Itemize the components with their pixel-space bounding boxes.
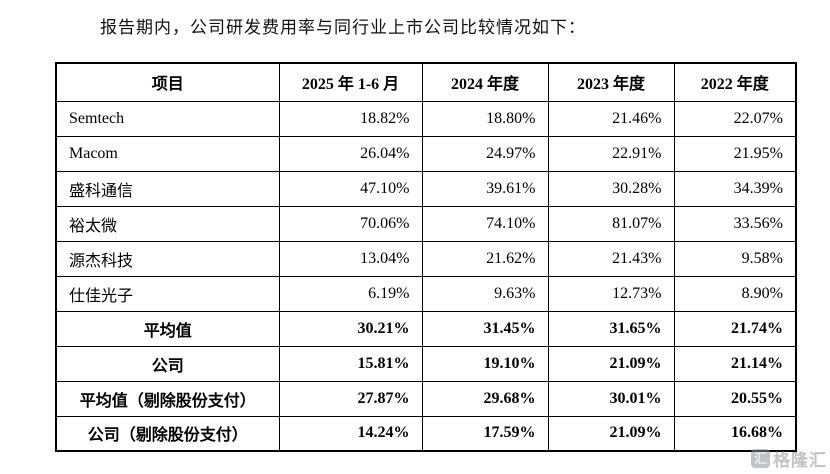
- column-header-0: 项目: [55, 62, 280, 102]
- row-value: 13.04%: [278, 240, 423, 277]
- row-value: 30.01%: [547, 380, 675, 417]
- row-value: 18.80%: [421, 100, 549, 137]
- table-row: Macom 26.04% 24.97% 22.91% 21.95%: [55, 135, 797, 172]
- row-value: 20.55%: [673, 380, 797, 417]
- row-value: 81.07%: [547, 205, 675, 242]
- row-value: 24.97%: [421, 135, 549, 172]
- row-value: 21.62%: [421, 240, 549, 277]
- table-row: 裕太微 70.06% 74.10% 81.07% 33.56%: [55, 205, 797, 242]
- row-value: 16.68%: [673, 415, 797, 452]
- row-value: 27.87%: [278, 380, 423, 417]
- column-header-1: 2025 年 1-6 月: [278, 62, 423, 102]
- table-header-row: 项目 2025 年 1-6 月 2024 年度 2023 年度 2022 年度: [55, 62, 797, 102]
- column-header-4: 2022 年度: [673, 62, 797, 102]
- row-value: 21.95%: [673, 135, 797, 172]
- row-label: 平均值（剔除股份支付）: [55, 380, 280, 417]
- intro-paragraph: 报告期内，公司研发费用率与同行业上市公司比较情况如下：: [100, 18, 586, 37]
- watermark-text: 格隆汇: [773, 451, 827, 470]
- row-value: 34.39%: [673, 170, 797, 207]
- row-value: 47.10%: [278, 170, 423, 207]
- row-value: 17.59%: [421, 415, 549, 452]
- row-label: Semtech: [55, 100, 280, 137]
- row-value: 29.68%: [421, 380, 549, 417]
- row-value: 12.73%: [547, 275, 675, 312]
- row-label: 公司（剔除股份支付）: [55, 415, 280, 452]
- rd-expense-comparison-table: 项目 2025 年 1-6 月 2024 年度 2023 年度 2022 年度 Semt…: [55, 62, 797, 452]
- table-row: 平均值 30.21% 31.45% 31.65% 21.74%: [55, 310, 797, 347]
- row-label: 平均值: [55, 310, 280, 347]
- row-value: 9.58%: [673, 240, 797, 277]
- row-value: 18.82%: [278, 100, 423, 137]
- row-value: 21.46%: [547, 100, 675, 137]
- row-value: 74.10%: [421, 205, 549, 242]
- table-row: 平均值（剔除股份支付） 27.87% 29.68% 30.01% 20.55%: [55, 380, 797, 417]
- row-value: 19.10%: [421, 345, 549, 382]
- table-row: 公司（剔除股份支付） 14.24% 17.59% 21.09% 16.68%: [55, 415, 797, 452]
- row-value: 6.19%: [278, 275, 423, 312]
- table-row: 盛科通信 47.10% 39.61% 30.28% 34.39%: [55, 170, 797, 207]
- table-row: Semtech 18.82% 18.80% 21.46% 22.07%: [55, 100, 797, 137]
- row-label: 仕佳光子: [55, 275, 280, 312]
- row-value: 31.45%: [421, 310, 549, 347]
- row-value: 39.61%: [421, 170, 549, 207]
- row-label: 源杰科技: [55, 240, 280, 277]
- row-value: 8.90%: [673, 275, 797, 312]
- row-value: 9.63%: [421, 275, 549, 312]
- row-value: 21.14%: [673, 345, 797, 382]
- row-value: 22.07%: [673, 100, 797, 137]
- table-row: 公司 15.81% 19.10% 21.09% 21.14%: [55, 345, 797, 382]
- table-row: 源杰科技 13.04% 21.62% 21.43% 9.58%: [55, 240, 797, 277]
- row-value: 26.04%: [278, 135, 423, 172]
- column-header-3: 2023 年度: [547, 62, 675, 102]
- gelonghui-logo-icon: 汇: [751, 449, 770, 468]
- table-body: Semtech 18.82% 18.80% 21.46% 22.07% Macom 26.0…: [55, 100, 797, 452]
- row-value: 14.24%: [278, 415, 423, 452]
- table-row: 仕佳光子 6.19% 9.63% 12.73% 8.90%: [55, 275, 797, 312]
- row-value: 21.09%: [547, 415, 675, 452]
- row-label: 盛科通信: [55, 170, 280, 207]
- row-label: 公司: [55, 345, 280, 382]
- column-header-2: 2024 年度: [421, 62, 549, 102]
- row-value: 15.81%: [278, 345, 423, 382]
- row-value: 31.65%: [547, 310, 675, 347]
- row-value: 30.28%: [547, 170, 675, 207]
- row-value: 70.06%: [278, 205, 423, 242]
- row-value: 30.21%: [278, 310, 423, 347]
- gelonghui-watermark: 汇 格隆汇: [751, 446, 827, 471]
- row-value: 33.56%: [673, 205, 797, 242]
- row-value: 21.43%: [547, 240, 675, 277]
- row-label: 裕太微: [55, 205, 280, 242]
- row-value: 22.91%: [547, 135, 675, 172]
- row-value: 21.74%: [673, 310, 797, 347]
- row-label: Macom: [55, 135, 280, 172]
- row-value: 21.09%: [547, 345, 675, 382]
